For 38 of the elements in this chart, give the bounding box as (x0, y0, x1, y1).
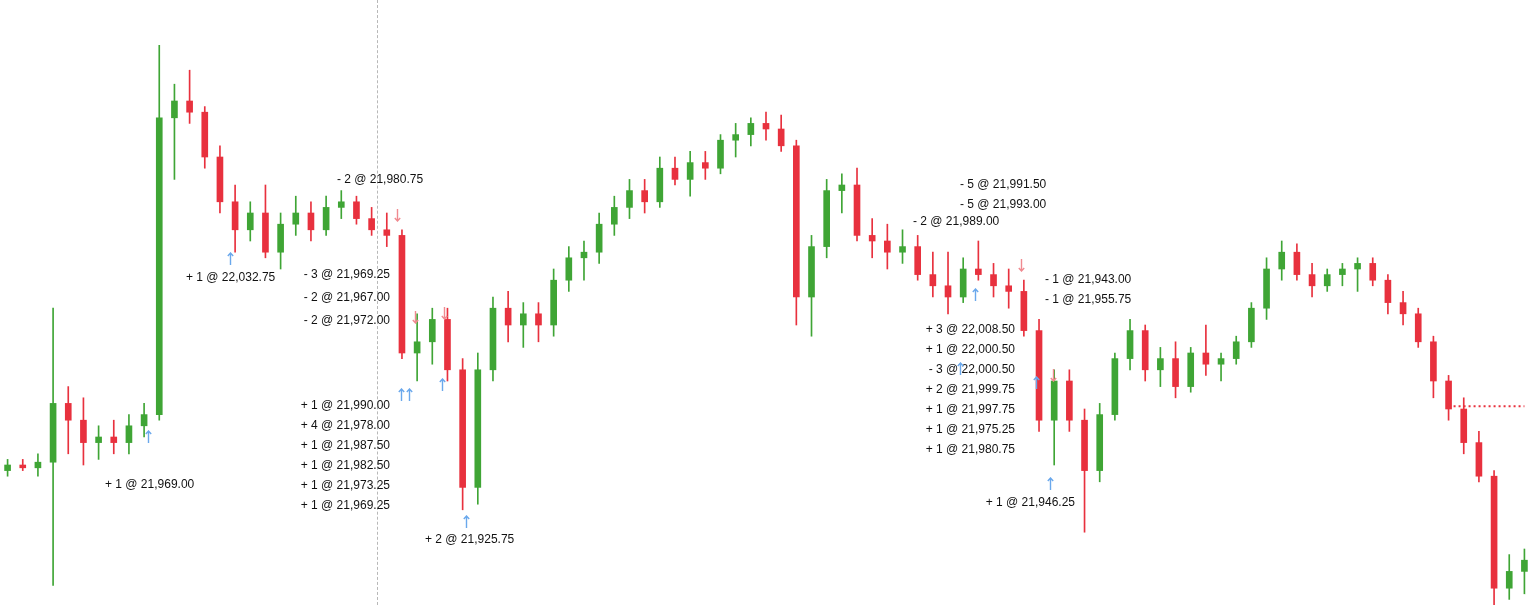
annotation: - 2 @ 21,972.00 (303, 313, 391, 328)
annotation: + 4 @ 21,978.00 (300, 418, 391, 433)
annotation: + 1 @ 21,990.00 (300, 398, 391, 413)
annotation: - 2 @ 21,967.00 (303, 290, 391, 305)
annotation: - 5 @ 21,993.00 (960, 197, 1047, 212)
annotation: + 1 @ 21,946.25 (985, 495, 1076, 510)
candlestick (868, 218, 876, 259)
annotation: + 1 @ 21,997.75 (925, 402, 1016, 417)
annotation: + 1 @ 21,987.50 (300, 438, 391, 453)
annotation: + 1 @ 22,032.75 (186, 270, 276, 285)
annotation: + 1 @ 21,982.50 (300, 458, 391, 473)
annotation: - 3 @ 21,969.25 (303, 267, 391, 282)
annotation: + 2 @ 21,999.75 (925, 382, 1016, 397)
annotation: - 1 @ 21,943.00 (1045, 272, 1132, 287)
candlestick (383, 212, 391, 247)
candlestick (413, 313, 421, 382)
candlestick (519, 302, 527, 348)
annotation: - 1 @ 21,955.75 (1045, 292, 1132, 307)
annotation: + 1 @ 21,969.00 (105, 477, 195, 492)
annotation: + 3 @ 22,008.50 (925, 322, 1016, 337)
candlestick (1005, 268, 1013, 309)
candlestick (49, 307, 57, 586)
annotation: + 1 @ 21,973.25 (300, 478, 391, 493)
annotation: + 1 @ 22,000.50 (925, 342, 1016, 357)
annotation: + 1 @ 21,969.25 (300, 498, 391, 513)
candlestick (337, 190, 345, 219)
annotation: + 1 @ 21,980.75 (925, 442, 1016, 457)
candlestick (110, 419, 118, 455)
candlestick (1202, 324, 1210, 376)
candlestick (702, 151, 709, 180)
annotation: + 2 @ 21,925.75 (425, 532, 515, 547)
annotation: - 2 @ 21,980.75 (336, 172, 424, 187)
candlestick (19, 459, 27, 471)
annotation: - 2 @ 21,989.00 (913, 214, 1000, 229)
annotation: - 5 @ 21,991.50 (960, 177, 1047, 192)
annotation: - 3 @ 22,000.50 (928, 362, 1016, 377)
candlestick (944, 251, 952, 315)
annotation: + 1 @ 21,975.25 (925, 422, 1016, 437)
